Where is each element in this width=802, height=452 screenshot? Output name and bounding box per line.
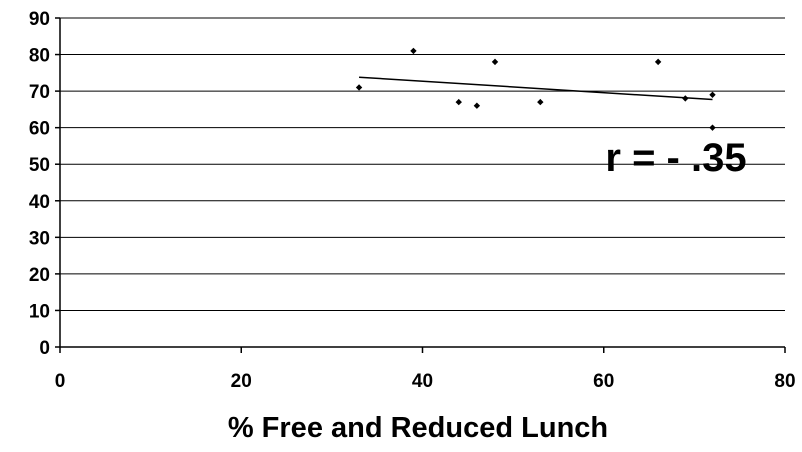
data-point-10 bbox=[709, 124, 716, 131]
data-point-1 bbox=[355, 84, 363, 91]
x-tick-label-80: 80 bbox=[774, 371, 795, 392]
y-tick-label-10: 10 bbox=[29, 301, 50, 322]
y-tick-label-40: 40 bbox=[29, 192, 50, 213]
y-tick-label-20: 20 bbox=[29, 265, 50, 286]
x-tick-label-20: 20 bbox=[231, 371, 252, 392]
axes bbox=[59, 18, 785, 348]
y-tick-label-80: 80 bbox=[29, 46, 50, 67]
gridlines bbox=[60, 17, 785, 311]
trendline bbox=[359, 76, 713, 101]
x-tick-label-60: 60 bbox=[593, 371, 614, 392]
data-point-4 bbox=[473, 102, 481, 109]
data-point-6 bbox=[537, 98, 544, 106]
y-tick-label-60: 60 bbox=[29, 119, 50, 140]
data-point-3 bbox=[455, 98, 462, 106]
x-tick-labels: 0 20 40 60 80 bbox=[55, 347, 796, 392]
x-axis-title: % Free and Reduced Lunch bbox=[228, 412, 608, 444]
y-tick-labels: 0 10 20 30 40 50 60 70 80 90 bbox=[29, 9, 60, 359]
data-point-8 bbox=[682, 95, 689, 102]
data-point-2 bbox=[410, 47, 417, 55]
y-tick-label-30: 30 bbox=[29, 228, 50, 249]
y-tick-label-50: 50 bbox=[29, 155, 50, 176]
data-point-5 bbox=[491, 58, 499, 66]
y-tick-label-0: 0 bbox=[39, 338, 50, 359]
y-tick-label-70: 70 bbox=[29, 82, 50, 103]
correlation-annotation: r = - .35 bbox=[605, 136, 746, 180]
y-tick-label-90: 90 bbox=[29, 9, 50, 30]
x-tick-label-0: 0 bbox=[55, 371, 66, 392]
x-tick-label-40: 40 bbox=[412, 371, 433, 392]
data-point-7 bbox=[654, 58, 662, 66]
data-points bbox=[355, 47, 716, 131]
trendline-group bbox=[359, 76, 713, 101]
data-point-9 bbox=[709, 91, 716, 98]
